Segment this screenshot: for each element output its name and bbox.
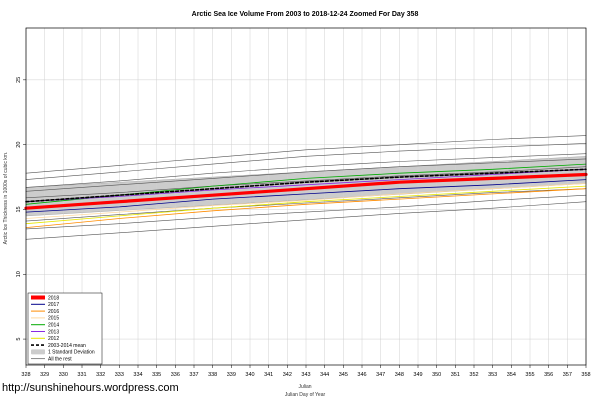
legend-label: 2012 [48,336,59,342]
series-line-other-9 [25,143,587,180]
x-tick-label: 353 [488,372,497,378]
x-tick-label: 345 [339,372,348,378]
x-tick-label: 337 [189,372,198,378]
x-tick-label: 328 [21,372,30,378]
y-tick-labels: 5 10 15 20 25 [16,77,26,341]
x-tick-label: 356 [544,372,553,378]
x-tick-label: 332 [96,372,105,378]
y-tick-label: 5 [16,338,22,341]
series-line-2016 [25,188,587,228]
series-line-2003-2014-mean [25,168,587,203]
series-line-2017 [25,179,587,213]
watermark-url: http://sunshinehours.wordpress.com [2,382,179,394]
x-tick-label: 349 [413,372,422,378]
series-line-all-the-rest [25,135,587,174]
x-tick-label: 348 [395,372,404,378]
legend-label: All the rest [48,357,72,363]
x-axis-label-secondary: Julian Day of Year [285,392,326,398]
x-tick-label: 350 [432,372,441,378]
y-tick-label: 20 [16,142,22,148]
series-line-2012 [25,185,587,225]
x-tick-label: 333 [115,372,124,378]
x-tick-label: 330 [59,372,68,378]
x-tick-label: 354 [507,372,516,378]
x-tick-label: 340 [245,372,254,378]
series-line-2015 [25,183,587,219]
x-tick-label: 346 [357,372,366,378]
series-line-other-15 [25,201,587,240]
x-tick-label: 338 [208,372,217,378]
legend-label: 2003-2014 mean [48,343,86,349]
x-tick-label: 355 [525,372,534,378]
legend-label: 2016 [48,309,59,315]
y-axis-label: Arctic Ice Thickness in 1000s of cubic k… [3,152,9,245]
x-tick-labels: 328 329 330 331 332 333 334 335 336 337 338 339 340 3… [21,365,591,378]
y-tick-label: 10 [16,271,22,277]
series-line-other-10 [25,153,587,188]
legend-label: 1 Standard Deviation [48,350,95,356]
x-tick-label: 358 [581,372,590,378]
x-axis-label: Julian [298,384,311,390]
series-line-other-14 [25,194,587,230]
series-line-other-13 [25,188,587,222]
legend-label: 2015 [48,316,59,322]
y-tick-label: 15 [16,206,22,212]
x-tick-label: 331 [77,372,86,378]
legend-label: 2018 [48,295,59,301]
x-tick-label: 334 [133,372,142,378]
legend-label: 2014 [48,323,59,329]
legend-label: 2017 [48,302,59,308]
legend-label: 2013 [48,329,59,335]
x-tick-label: 342 [283,372,292,378]
y-tick-label: 25 [16,77,22,83]
x-tick-label: 351 [451,372,460,378]
series-line-other-12 [25,166,587,199]
series-line-2013 [25,168,587,203]
x-tick-label: 341 [264,372,273,378]
chart-title: Arctic Sea Ice Volume From 2003 to 2018-… [192,11,419,18]
series-line-other-11 [25,158,587,192]
x-tick-label: 357 [563,372,572,378]
x-tick-label: 343 [301,372,310,378]
x-tick-label: 344 [320,372,329,378]
x-tick-label: 336 [171,372,180,378]
x-tick-label: 329 [40,372,49,378]
x-tick-label: 339 [227,372,236,378]
x-tick-label: 347 [376,372,385,378]
series-line-2018 [24,172,588,210]
legend-swatch [31,349,45,355]
series-layer [24,135,588,240]
x-tick-label: 352 [469,372,478,378]
x-tick-label: 335 [152,372,161,378]
